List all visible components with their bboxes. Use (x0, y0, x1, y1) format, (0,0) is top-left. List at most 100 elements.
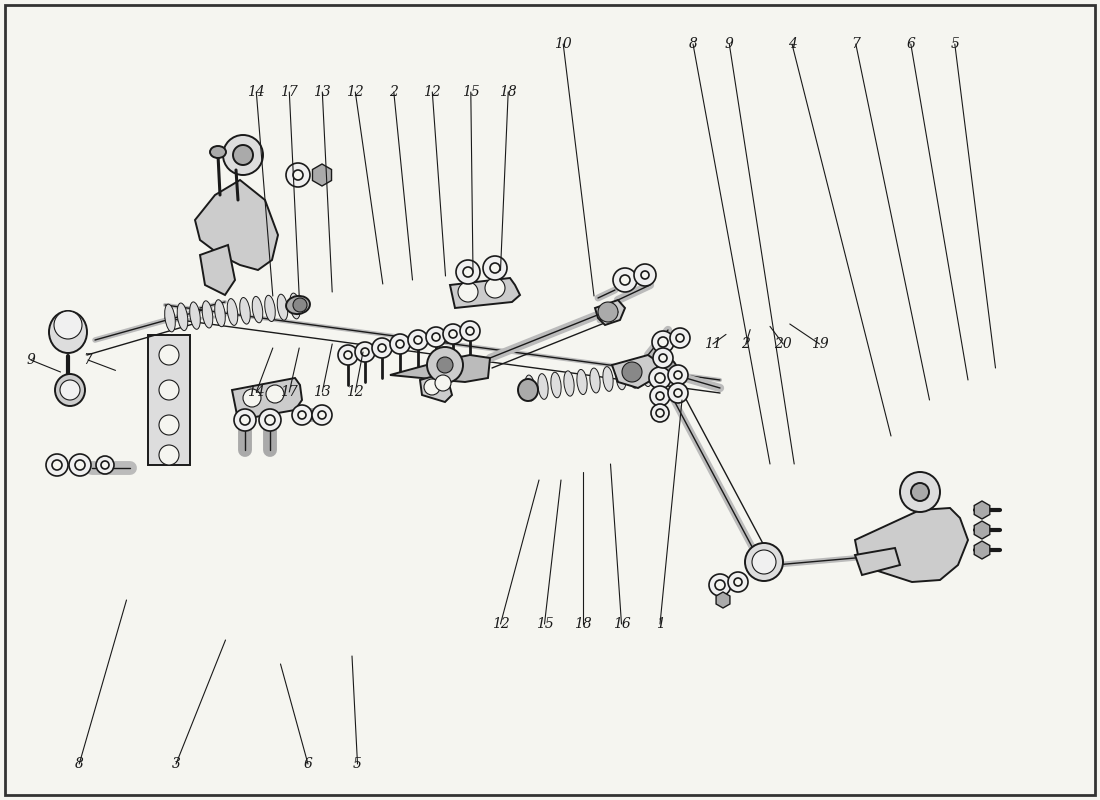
Text: 2: 2 (741, 337, 750, 351)
Text: 1: 1 (656, 617, 664, 631)
Ellipse shape (616, 366, 626, 390)
Circle shape (911, 483, 930, 501)
Ellipse shape (525, 375, 536, 401)
Ellipse shape (603, 366, 613, 391)
Circle shape (233, 145, 253, 165)
Polygon shape (975, 541, 990, 559)
Ellipse shape (745, 543, 783, 581)
Polygon shape (200, 245, 235, 295)
Text: 16: 16 (613, 617, 630, 631)
Polygon shape (975, 521, 990, 539)
Circle shape (653, 358, 676, 382)
Circle shape (390, 334, 410, 354)
Circle shape (466, 327, 474, 335)
Polygon shape (62, 374, 75, 390)
Text: 13: 13 (314, 385, 331, 399)
Circle shape (654, 373, 666, 383)
Circle shape (458, 282, 478, 302)
Circle shape (752, 550, 776, 574)
Circle shape (355, 342, 375, 362)
Circle shape (286, 163, 310, 187)
Circle shape (710, 574, 732, 596)
Ellipse shape (214, 300, 225, 326)
Text: 6: 6 (906, 37, 915, 51)
Ellipse shape (629, 364, 639, 388)
Circle shape (634, 264, 656, 286)
Circle shape (223, 135, 263, 175)
Text: 12: 12 (424, 85, 441, 99)
Circle shape (69, 454, 91, 476)
Text: 6: 6 (304, 757, 312, 771)
Circle shape (432, 333, 440, 341)
Text: 13: 13 (314, 85, 331, 99)
Circle shape (293, 170, 303, 180)
Ellipse shape (590, 368, 601, 393)
Circle shape (54, 311, 82, 339)
Ellipse shape (576, 370, 587, 394)
Circle shape (427, 347, 463, 383)
Circle shape (234, 409, 256, 431)
Circle shape (96, 456, 114, 474)
Text: 8: 8 (689, 37, 697, 51)
Ellipse shape (277, 294, 288, 320)
Text: 5: 5 (353, 757, 362, 771)
Circle shape (485, 278, 505, 298)
Circle shape (656, 409, 664, 417)
Text: 19: 19 (811, 337, 828, 351)
Circle shape (396, 340, 404, 348)
Circle shape (676, 334, 684, 342)
Polygon shape (612, 355, 658, 388)
Text: 17: 17 (280, 385, 298, 399)
Circle shape (621, 362, 642, 382)
Ellipse shape (252, 297, 263, 322)
Polygon shape (450, 278, 520, 308)
Circle shape (653, 348, 673, 368)
Circle shape (460, 321, 480, 341)
Circle shape (414, 336, 422, 344)
Circle shape (240, 415, 250, 425)
Text: 15: 15 (536, 617, 553, 631)
Text: 7: 7 (851, 37, 860, 51)
Ellipse shape (551, 372, 561, 398)
Circle shape (437, 357, 453, 373)
Ellipse shape (50, 311, 87, 353)
Polygon shape (195, 180, 278, 270)
Circle shape (728, 572, 748, 592)
Text: 11: 11 (704, 337, 722, 351)
Circle shape (160, 445, 179, 465)
Circle shape (338, 345, 358, 365)
Polygon shape (716, 592, 730, 608)
Circle shape (668, 365, 688, 385)
Polygon shape (312, 164, 331, 186)
Circle shape (649, 367, 671, 389)
Circle shape (483, 256, 507, 280)
Circle shape (293, 298, 307, 312)
Circle shape (60, 380, 80, 400)
Text: 15: 15 (462, 85, 480, 99)
Circle shape (160, 415, 179, 435)
Circle shape (613, 268, 637, 292)
Text: 14: 14 (248, 85, 265, 99)
Circle shape (658, 337, 668, 347)
Text: 5: 5 (950, 37, 959, 51)
Circle shape (734, 578, 742, 586)
Circle shape (434, 375, 451, 391)
Polygon shape (595, 300, 625, 325)
Text: 20: 20 (774, 337, 792, 351)
Circle shape (160, 380, 179, 400)
Ellipse shape (228, 298, 238, 326)
Polygon shape (420, 373, 452, 402)
Text: 2: 2 (389, 85, 398, 99)
Text: 12: 12 (346, 385, 364, 399)
Circle shape (443, 324, 463, 344)
Circle shape (900, 472, 940, 512)
Ellipse shape (177, 303, 188, 330)
Circle shape (46, 454, 68, 476)
Ellipse shape (165, 304, 175, 332)
Ellipse shape (564, 371, 574, 396)
Text: 12: 12 (346, 85, 364, 99)
Circle shape (408, 330, 428, 350)
Circle shape (160, 345, 179, 365)
Text: 12: 12 (492, 617, 509, 631)
Polygon shape (390, 355, 490, 382)
